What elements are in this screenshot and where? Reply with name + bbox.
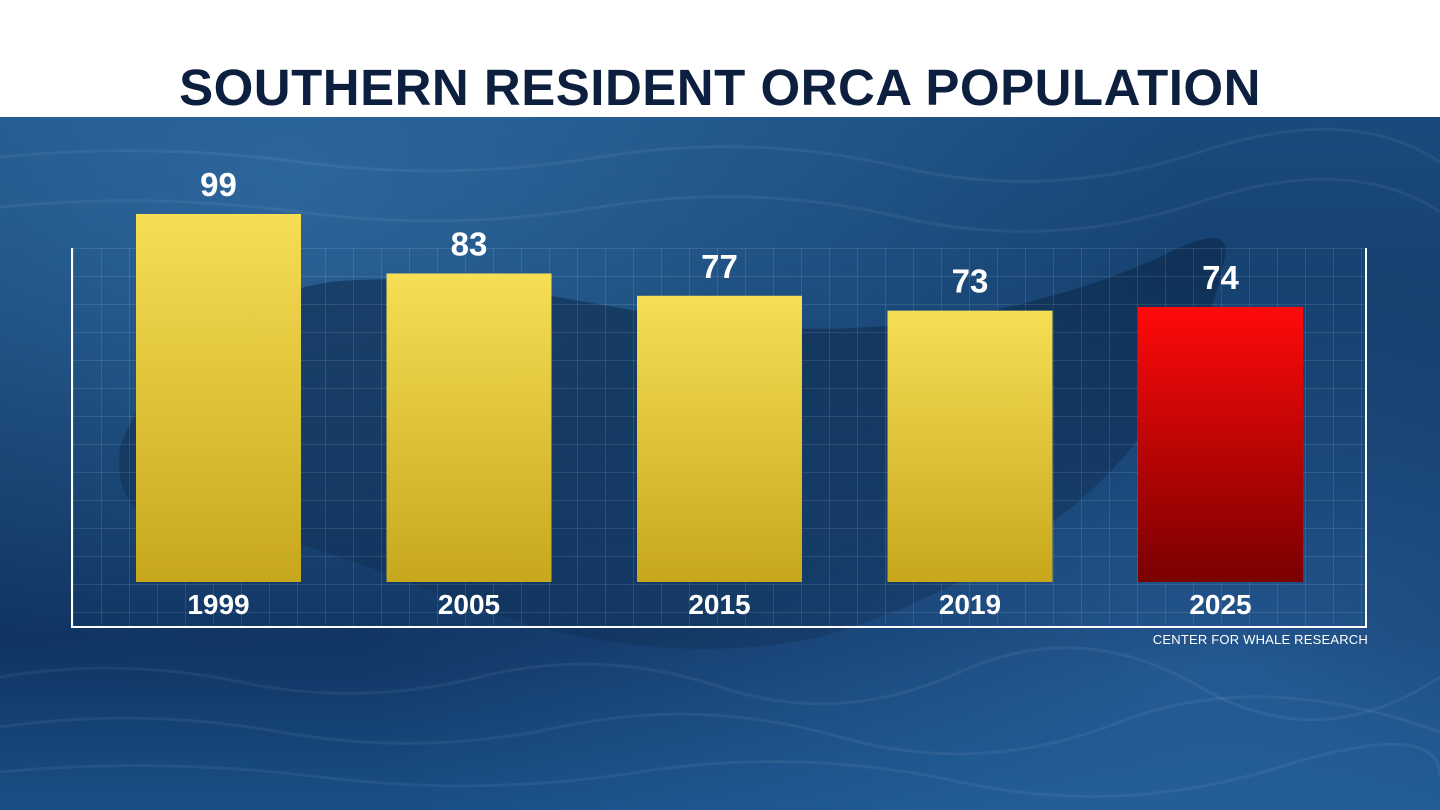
bar-1999 — [136, 214, 301, 582]
value-label-2005: 83 — [451, 225, 488, 262]
source-credit: CENTER FOR WHALE RESEARCH — [1152, 632, 1368, 647]
bar-2015 — [637, 295, 802, 582]
category-label-1999: 1999 — [187, 589, 249, 620]
category-label-2025: 2025 — [1189, 589, 1251, 620]
category-label-2005: 2005 — [438, 589, 500, 620]
bar-2019 — [887, 310, 1053, 582]
bar-2025 — [1138, 306, 1303, 582]
value-label-2025: 74 — [1202, 259, 1239, 296]
value-label-1999: 99 — [200, 166, 237, 203]
chart-title: SOUTHERN RESIDENT ORCA POPULATION — [179, 59, 1261, 116]
bar-2005 — [386, 273, 552, 582]
category-label-2019: 2019 — [939, 589, 1001, 620]
title-band — [0, 0, 1440, 117]
value-label-2019: 73 — [952, 263, 989, 300]
value-label-2015: 77 — [701, 248, 738, 285]
category-label-2015: 2015 — [688, 589, 750, 620]
